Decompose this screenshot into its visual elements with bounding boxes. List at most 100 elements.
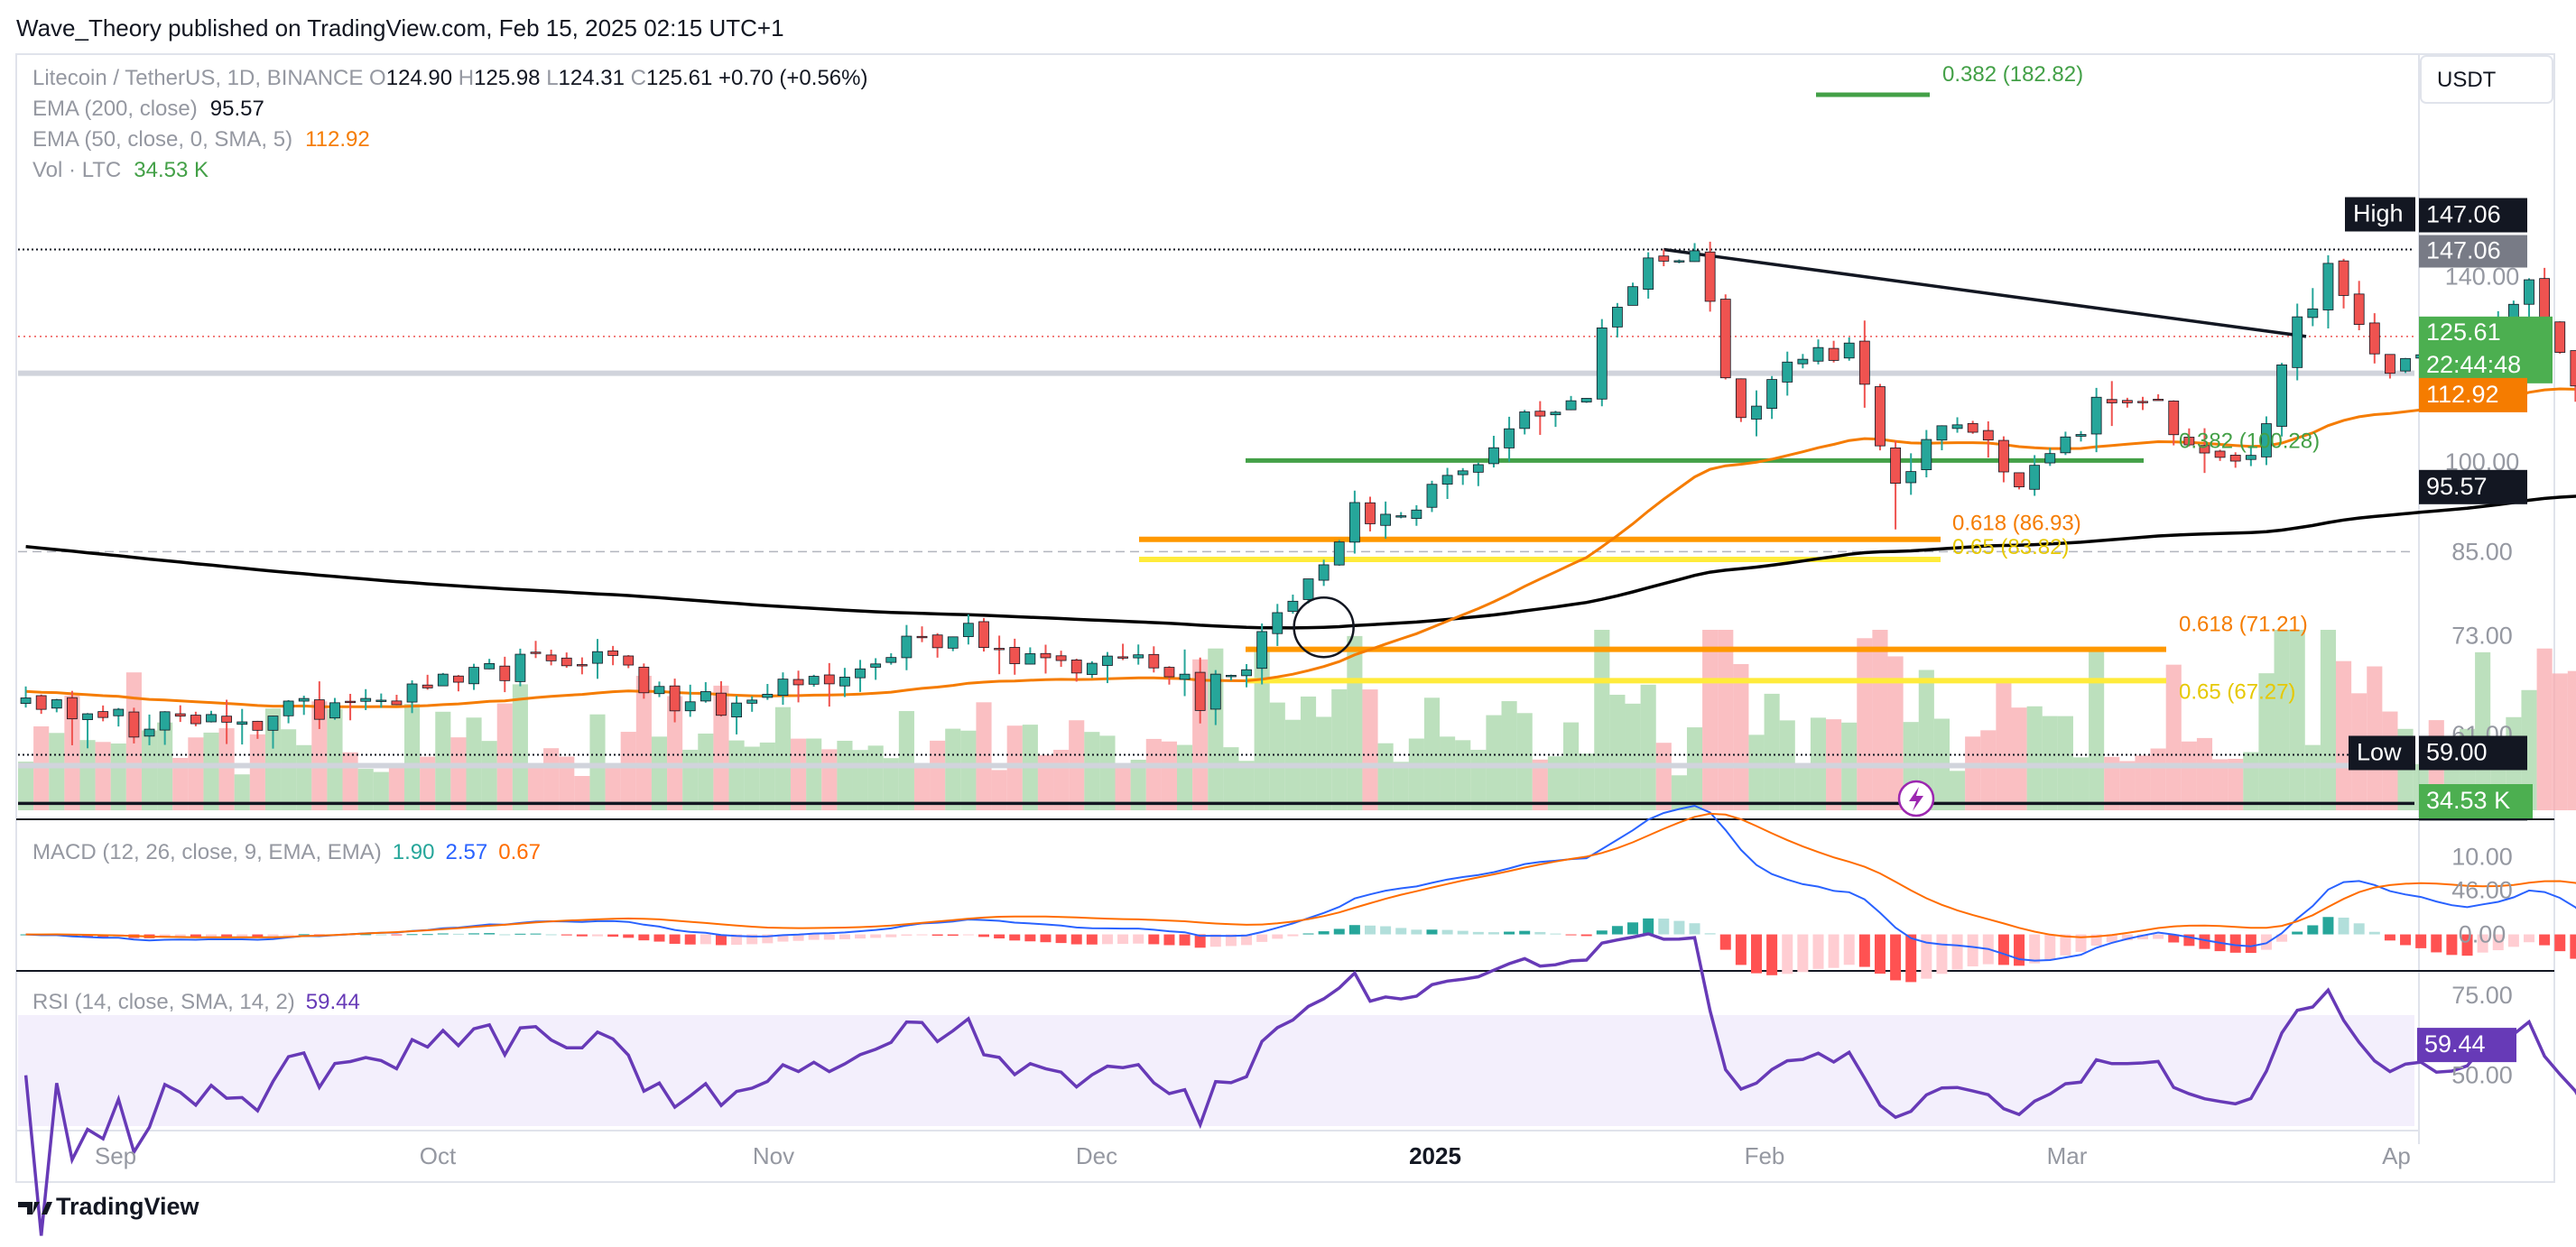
candle[interactable] — [144, 714, 155, 745]
candle[interactable] — [2400, 357, 2411, 374]
candle[interactable] — [2199, 428, 2210, 474]
candle[interactable] — [1967, 420, 1978, 434]
candle[interactable] — [1365, 496, 1376, 531]
candle[interactable] — [236, 708, 248, 745]
candle[interactable] — [51, 698, 62, 713]
candle[interactable] — [468, 663, 479, 690]
candle[interactable] — [453, 675, 464, 692]
candle[interactable] — [1704, 241, 1716, 312]
candle[interactable] — [2014, 472, 2025, 490]
candle[interactable] — [1426, 480, 1438, 513]
candle[interactable] — [2570, 350, 2576, 402]
candle[interactable] — [1627, 282, 1638, 306]
candle[interactable] — [530, 641, 542, 659]
signal-line[interactable] — [25, 812, 2576, 938]
candle[interactable] — [484, 659, 496, 670]
candle[interactable] — [2524, 278, 2534, 322]
candle[interactable] — [1302, 578, 1314, 604]
descending-trendline[interactable] — [1663, 247, 2307, 338]
tradingview-logo[interactable] — [18, 1202, 52, 1215]
candle[interactable] — [1241, 663, 1252, 688]
candle[interactable] — [2307, 288, 2319, 327]
candle[interactable] — [1009, 638, 1021, 675]
candle[interactable] — [1719, 294, 1731, 380]
candle[interactable] — [1457, 467, 1469, 485]
candle[interactable] — [839, 668, 850, 697]
ema200-legend[interactable]: EMA (200, close) 95.57 — [32, 97, 264, 121]
candle[interactable] — [1534, 401, 1546, 435]
candle[interactable] — [20, 686, 32, 708]
candle[interactable] — [1117, 643, 1128, 660]
candle[interactable] — [1272, 604, 1283, 646]
candle[interactable] — [1658, 249, 1670, 267]
candle[interactable] — [2075, 430, 2087, 442]
candle[interactable] — [592, 639, 603, 679]
candle[interactable] — [1333, 540, 1345, 566]
candle[interactable] — [35, 694, 47, 715]
candle[interactable] — [653, 681, 665, 697]
candle[interactable] — [762, 684, 774, 700]
macd-line[interactable] — [25, 804, 2576, 962]
candle[interactable] — [329, 697, 340, 720]
candle[interactable] — [499, 656, 511, 693]
candle[interactable] — [545, 650, 557, 666]
candle[interactable] — [777, 672, 789, 706]
candle[interactable] — [1982, 420, 1994, 458]
candle[interactable] — [2106, 381, 2117, 427]
candle[interactable] — [345, 693, 356, 721]
candle[interactable] — [2229, 452, 2241, 468]
candle[interactable] — [1148, 646, 1160, 673]
candle[interactable] — [1890, 440, 1901, 530]
candle[interactable] — [174, 705, 186, 723]
candle[interactable] — [716, 680, 727, 717]
candle[interactable] — [1441, 467, 1453, 499]
candle[interactable] — [576, 657, 588, 675]
candle[interactable] — [267, 716, 279, 749]
candle[interactable] — [962, 614, 974, 645]
candle[interactable] — [2276, 363, 2287, 437]
candle[interactable] — [1612, 302, 1623, 337]
candle[interactable] — [1735, 378, 1747, 422]
candle[interactable] — [1596, 319, 1608, 407]
candle[interactable] — [994, 635, 1005, 675]
candle[interactable] — [283, 699, 294, 724]
candle[interactable] — [2261, 416, 2272, 466]
lightning-icon[interactable] — [1897, 780, 1935, 817]
candle[interactable] — [2353, 281, 2365, 331]
candle[interactable] — [2060, 431, 2071, 456]
candle[interactable] — [916, 626, 928, 642]
macd-legend[interactable]: MACD (12, 26, close, 9, EMA, EMA) 1.90 2.5… — [32, 840, 541, 864]
candle[interactable] — [1318, 559, 1330, 587]
candle[interactable] — [870, 658, 882, 680]
candle[interactable] — [2368, 313, 2380, 364]
candle[interactable] — [2183, 428, 2195, 447]
currency-button-bg[interactable] — [2420, 55, 2553, 104]
candle[interactable] — [375, 693, 387, 708]
candle[interactable] — [128, 707, 140, 744]
candle[interactable] — [1550, 411, 1561, 428]
candle[interactable] — [638, 663, 650, 699]
candle[interactable] — [1751, 390, 1762, 437]
candle[interactable] — [731, 696, 742, 734]
candle[interactable] — [1580, 398, 1592, 403]
candle[interactable] — [607, 645, 619, 666]
candle[interactable] — [2044, 448, 2056, 466]
candle[interactable] — [2090, 387, 2102, 453]
candle[interactable] — [391, 695, 403, 706]
candlestick-series[interactable] — [20, 241, 2576, 749]
candle[interactable] — [1843, 337, 1855, 361]
candle[interactable] — [1472, 462, 1484, 486]
candle[interactable] — [1348, 490, 1360, 554]
candle[interactable] — [1797, 354, 1809, 369]
candle[interactable] — [67, 690, 78, 745]
candle[interactable] — [252, 720, 264, 739]
candle[interactable] — [437, 672, 449, 687]
candle[interactable] — [669, 679, 681, 723]
candle[interactable] — [190, 711, 201, 726]
candle[interactable] — [1921, 430, 1932, 478]
candle[interactable] — [1209, 670, 1221, 725]
candle[interactable] — [1504, 416, 1515, 462]
candle[interactable] — [1133, 644, 1144, 665]
candle[interactable] — [2292, 303, 2303, 381]
candle[interactable] — [113, 707, 125, 727]
